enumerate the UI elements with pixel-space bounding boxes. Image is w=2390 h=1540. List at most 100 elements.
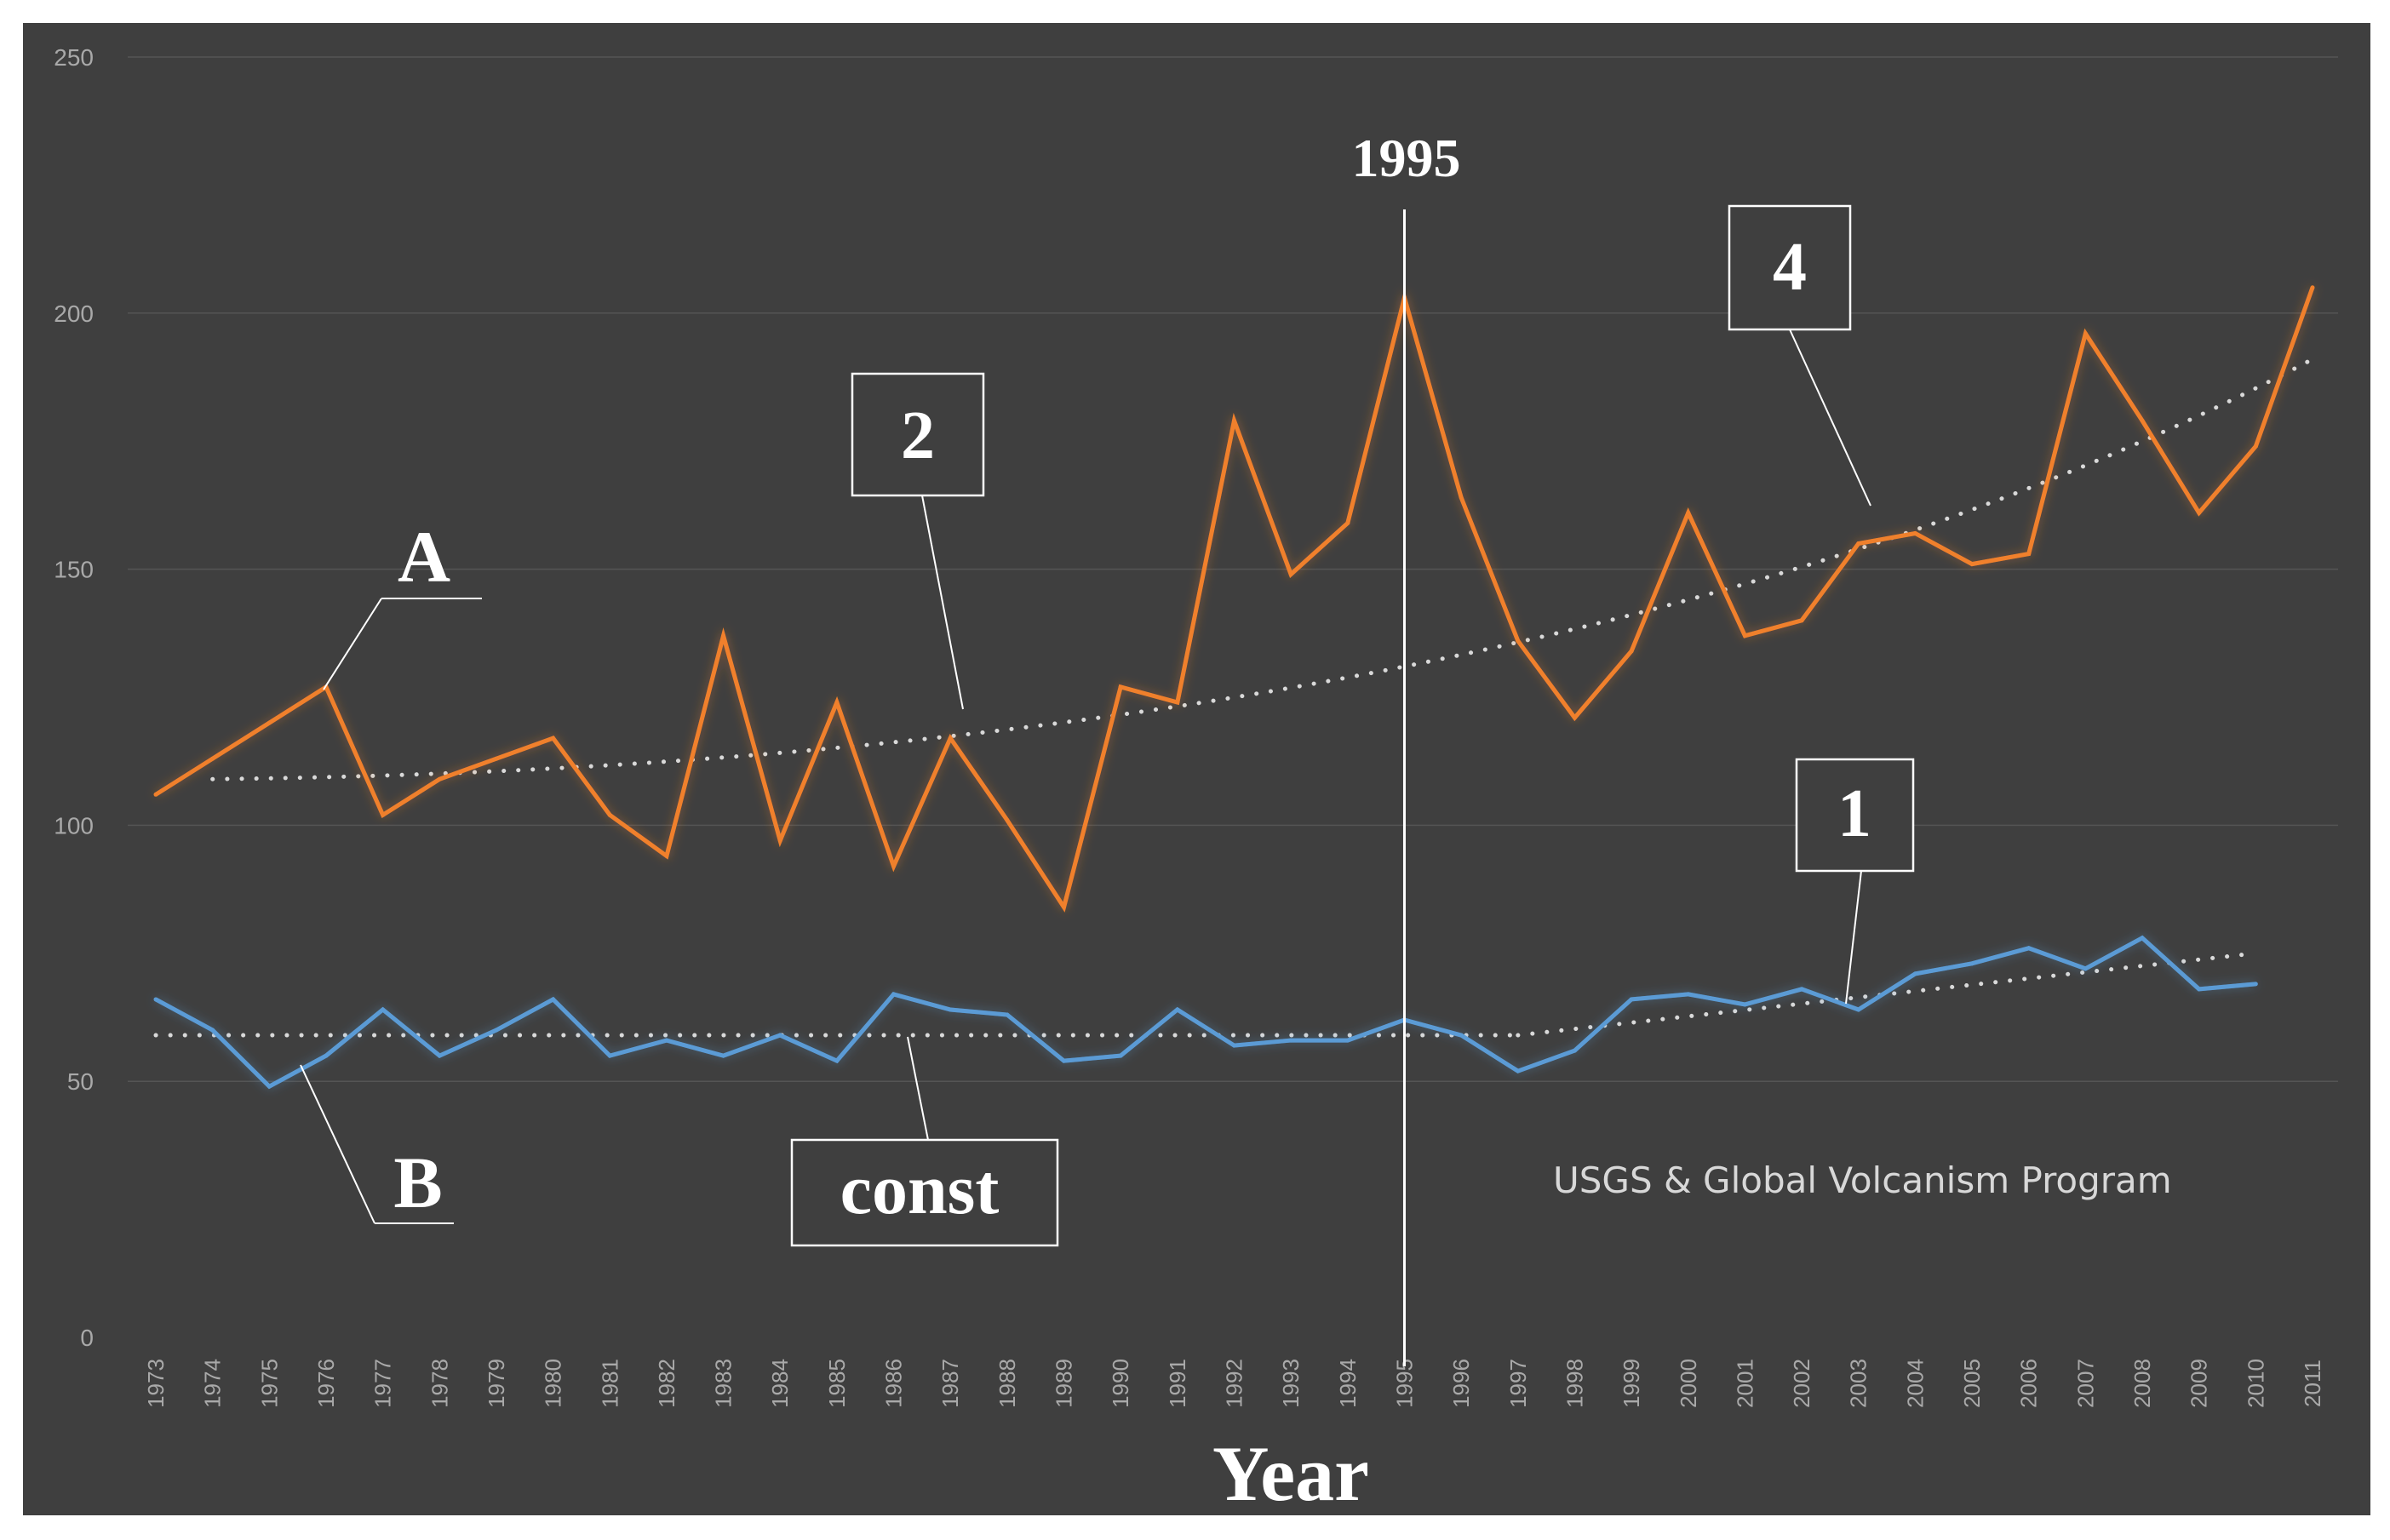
annotation-const: const — [790, 1036, 1059, 1247]
annotation-4: 4 — [1728, 204, 1871, 507]
x-tick-label-1982: 1982 — [654, 1359, 679, 1408]
point-B-1990 — [1118, 1053, 1123, 1058]
point-A-1999 — [1629, 649, 1634, 654]
annotation-B: B — [300, 1064, 454, 1224]
point-A-1998 — [1572, 715, 1577, 720]
point-A-2004 — [1912, 530, 1917, 535]
point-A-1994 — [1345, 520, 1350, 525]
point-B-1976 — [324, 1053, 329, 1058]
point-B-1981 — [607, 1053, 612, 1058]
point-B-2002 — [1799, 987, 1804, 992]
x-tick-label-1997: 1997 — [1505, 1359, 1531, 1408]
x-tick-label-2008: 2008 — [2129, 1359, 2155, 1408]
point-A-2001 — [1742, 633, 1747, 638]
point-B-2004 — [1912, 971, 1917, 976]
point-A-2005 — [1969, 562, 1974, 567]
x-tick-label-1986: 1986 — [881, 1359, 907, 1408]
x-tick-label-1985: 1985 — [824, 1359, 850, 1408]
point-B-1996 — [1459, 1033, 1464, 1038]
point-B-1987 — [948, 1007, 953, 1012]
point-A-1974 — [210, 756, 215, 761]
y-tick-label-0: 0 — [80, 1325, 94, 1351]
trendlines — [153, 357, 2315, 1038]
reference-line-1995: 1995 — [1351, 128, 1460, 1366]
x-tick-label-1992: 1992 — [1222, 1359, 1247, 1408]
y-tick-label-200: 200 — [54, 301, 94, 327]
point-A-1996 — [1459, 495, 1464, 500]
point-B-1984 — [777, 1033, 782, 1038]
point-B-1978 — [437, 1053, 442, 1058]
annotation-1-leader — [1845, 870, 1862, 1005]
point-B-1993 — [1288, 1038, 1293, 1043]
point-B-2005 — [1969, 961, 1974, 966]
annotation-1: 1 — [1795, 758, 1915, 1005]
point-A-1983 — [721, 633, 726, 638]
point-A-1980 — [551, 736, 556, 741]
point-A-1984 — [777, 838, 782, 843]
point-B-1983 — [721, 1053, 726, 1058]
annotation-4-box — [1728, 204, 1852, 331]
source-note: USGS & Global Volcanism Program — [1553, 1159, 2172, 1201]
annotation-2-leader — [921, 495, 964, 710]
x-tick-label-2004: 2004 — [1902, 1359, 1928, 1408]
point-A-1978 — [437, 776, 442, 781]
series-B — [153, 935, 2258, 1090]
point-A-1975 — [267, 720, 272, 725]
annotation-2: 2 — [851, 372, 985, 710]
x-tick-label-1974: 1974 — [200, 1359, 226, 1408]
y-tick-label-250: 250 — [54, 44, 94, 71]
annotation-A-leader — [323, 598, 382, 690]
x-tick-label-2009: 2009 — [2187, 1359, 2212, 1408]
point-A-1992 — [1232, 418, 1236, 423]
point-B-1988 — [1005, 1012, 1010, 1017]
point-A-1977 — [381, 812, 386, 817]
x-tick-label-1998: 1998 — [1562, 1359, 1587, 1408]
y-tick-label-50: 50 — [67, 1068, 94, 1095]
point-A-1973 — [153, 792, 158, 797]
point-A-2009 — [2197, 510, 2202, 515]
x-tick-label-1977: 1977 — [370, 1359, 396, 1408]
point-A-1987 — [948, 736, 953, 741]
x-tick-label-2001: 2001 — [1732, 1359, 1757, 1408]
annotation-2-box — [851, 372, 985, 497]
x-tick-label-1983: 1983 — [711, 1359, 736, 1408]
point-B-2001 — [1742, 1002, 1747, 1007]
point-B-2010 — [2253, 982, 2258, 987]
x-tick-label-1975: 1975 — [256, 1359, 282, 1408]
x-tick-label-1976: 1976 — [313, 1359, 339, 1408]
x-tick-label-1996: 1996 — [1448, 1359, 1474, 1408]
x-tick-label-1980: 1980 — [541, 1359, 566, 1408]
point-A-1986 — [891, 864, 897, 869]
point-A-1989 — [1062, 905, 1067, 910]
annotation-B-label: B — [393, 1142, 442, 1223]
x-tick-label-1999: 1999 — [1619, 1359, 1644, 1408]
point-B-1985 — [834, 1058, 840, 1063]
series-B-line — [154, 935, 2256, 1090]
x-tick-label-1994: 1994 — [1335, 1359, 1361, 1408]
x-tick-label-1993: 1993 — [1278, 1359, 1304, 1408]
point-A-1997 — [1516, 638, 1521, 644]
x-tick-label-2000: 2000 — [1676, 1359, 1701, 1408]
x-tick-label-1984: 1984 — [767, 1359, 793, 1408]
point-B-1997 — [1516, 1068, 1521, 1073]
point-B-1977 — [381, 1007, 386, 1012]
annotation-A: A — [323, 516, 482, 690]
point-B-1979 — [494, 1028, 499, 1033]
point-B-1975 — [267, 1084, 272, 1089]
point-A-2011 — [2310, 285, 2315, 290]
annotation-2-label: 2 — [901, 398, 935, 473]
x-tick-label-2011: 2011 — [2300, 1360, 2325, 1407]
annotation-A-label: A — [398, 516, 450, 598]
x-tick-label-2010: 2010 — [2243, 1359, 2268, 1408]
point-A-1985 — [834, 700, 840, 705]
point-B-1980 — [551, 997, 556, 1002]
point-A-1982 — [664, 853, 669, 858]
point-A-2000 — [1686, 510, 1691, 515]
point-B-1991 — [1175, 1007, 1180, 1012]
annotation-1-label: 1 — [1837, 776, 1871, 851]
x-tick-label-1973: 1973 — [143, 1359, 169, 1408]
x-tick-label-2002: 2002 — [1789, 1359, 1814, 1408]
x-tick-label-1987: 1987 — [937, 1359, 963, 1408]
point-B-2003 — [1856, 1007, 1861, 1012]
